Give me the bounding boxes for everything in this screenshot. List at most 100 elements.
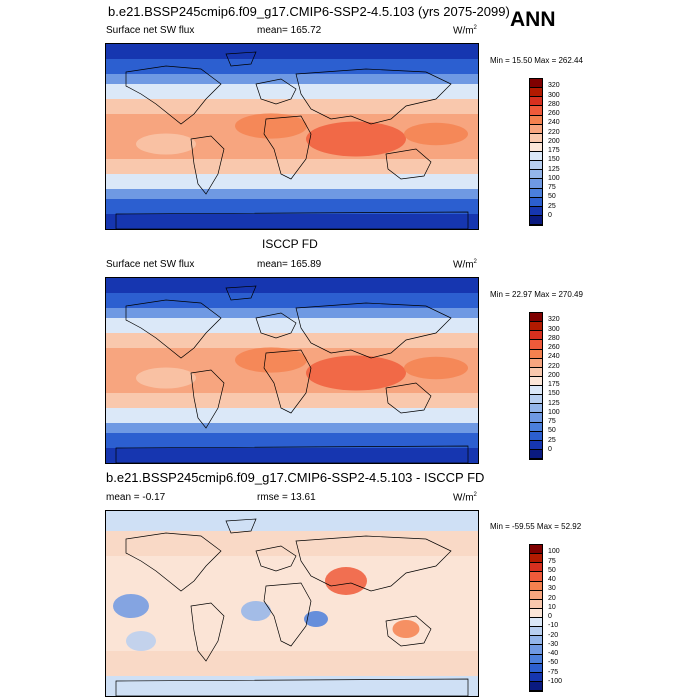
colorbar-box <box>530 313 542 323</box>
colorbar-tick-label: 50 <box>548 193 556 201</box>
colorbar-box <box>530 413 542 423</box>
colorbar-box <box>530 79 542 89</box>
colorbar-box <box>530 672 542 682</box>
panel2-units: W/m2 <box>453 259 477 271</box>
colorbar-box <box>530 590 542 600</box>
colorbar-tick-label: 20 <box>548 594 556 602</box>
colorbar-box <box>530 645 542 655</box>
colorbar-box <box>530 188 542 198</box>
colorbar-tick-label: 0 <box>548 613 552 620</box>
colorbar-box <box>530 115 542 125</box>
colorbar-tick-label: 220 <box>548 128 560 136</box>
colorbar-tick-label: 300 <box>548 325 560 333</box>
colorbar-tick-label: 240 <box>548 353 560 361</box>
colorbar-tick-label: 50 <box>548 566 556 574</box>
colorbar-tick-label: 260 <box>548 110 560 117</box>
colorbar-box <box>530 322 542 332</box>
colorbar-tick-label: -40 <box>548 650 559 657</box>
panel2-minmax: Min = 22.97 Max = 270.49 <box>490 290 583 299</box>
colorbar-box <box>530 88 542 98</box>
colorbar-tick-label: 25 <box>548 202 556 210</box>
colorbar-box <box>530 581 542 591</box>
colorbar-box <box>530 215 542 225</box>
panel3-units: W/m2 <box>453 492 477 504</box>
panel1-colorbar <box>529 78 543 226</box>
panel1-left-label: Surface net SW flux <box>106 25 195 36</box>
colorbar-tick-label: 320 <box>548 82 560 90</box>
colorbar-tick-label: 320 <box>548 316 560 324</box>
panel3-mean: mean = -0.17 <box>106 492 166 503</box>
panel1-minmax: Min = 15.50 Max = 262.44 <box>490 56 583 65</box>
colorbar-box <box>530 179 542 189</box>
colorbar-box <box>530 422 542 432</box>
colorbar-tick-label: 280 <box>548 100 560 108</box>
colorbar-tick-label: 0 <box>548 211 552 219</box>
colorbar-tick-label: 240 <box>548 119 560 127</box>
colorbar-tick-label: -10 <box>548 622 559 630</box>
panel1-mean: mean= 165.72 <box>257 25 322 36</box>
colorbar-tick-label: 75 <box>548 184 556 191</box>
colorbar-box <box>530 449 542 459</box>
colorbar-box <box>530 554 542 564</box>
colorbar-box <box>530 681 542 691</box>
colorbar-tick-label: 200 <box>548 137 560 145</box>
colorbar-tick-label: 0 <box>548 445 552 453</box>
colorbar-tick-label: 150 <box>548 156 560 164</box>
season-label: ANN <box>510 8 556 31</box>
colorbar-box <box>530 618 542 628</box>
colorbar-box <box>530 654 542 664</box>
colorbar-tick-label: 100 <box>548 548 560 556</box>
colorbar-box <box>530 349 542 359</box>
colorbar-tick-label: 175 <box>548 381 560 388</box>
colorbar-tick-label: 30 <box>548 585 556 593</box>
colorbar-box <box>530 563 542 573</box>
colorbar-box <box>530 572 542 582</box>
colorbar-tick-label: 125 <box>548 165 560 173</box>
panel2-mean: mean= 165.89 <box>257 259 322 270</box>
panel3-title: b.e21.BSSP245cmip6.f09_g17.CMIP6-SSP2-4.… <box>106 470 485 485</box>
colorbar-tick-label: 100 <box>548 408 560 416</box>
panel2-left-label: Surface net SW flux <box>106 259 195 270</box>
colorbar-box <box>530 331 542 341</box>
colorbar-tick-label: 75 <box>548 418 556 425</box>
colorbar-tick-label: 100 <box>548 174 560 182</box>
colorbar-tick-label: 175 <box>548 147 560 154</box>
colorbar-tick-label: -100 <box>548 677 563 685</box>
colorbar-box <box>530 663 542 673</box>
colorbar-tick-label: -20 <box>548 631 559 639</box>
panel1-map <box>105 43 479 230</box>
colorbar-tick-label: 50 <box>548 427 556 435</box>
colorbar-box <box>530 545 542 555</box>
colorbar-box <box>530 170 542 180</box>
colorbar-box <box>530 358 542 368</box>
colorbar-tick-label: 10 <box>548 603 556 611</box>
colorbar-box <box>530 376 542 386</box>
colorbar-tick-label: 125 <box>548 399 560 407</box>
panel3-minmax: Min = -59.55 Max = 52.92 <box>490 522 582 531</box>
colorbar-box <box>530 340 542 350</box>
panel2-colorbar <box>529 312 543 460</box>
colorbar-box <box>530 440 542 450</box>
colorbar-box <box>530 627 542 637</box>
panel2-title: ISCCP FD <box>262 237 318 251</box>
colorbar-box <box>530 599 542 609</box>
colorbar-box <box>530 133 542 143</box>
panel1-units: W/m2 <box>453 25 477 37</box>
colorbar-tick-label: 75 <box>548 557 556 565</box>
colorbar-box <box>530 386 542 396</box>
colorbar-tick-label: 280 <box>548 334 560 342</box>
colorbar-tick-label: 200 <box>548 371 560 379</box>
colorbar-box <box>530 152 542 162</box>
colorbar-box <box>530 142 542 152</box>
colorbar-box <box>530 608 542 618</box>
colorbar-tick-label: -30 <box>548 640 559 648</box>
colorbar-box <box>530 367 542 377</box>
colorbar-tick-label: 220 <box>548 362 560 370</box>
colorbar-box <box>530 124 542 134</box>
colorbar-box <box>530 636 542 646</box>
panel1-title: b.e21.BSSP245cmip6.f09_g17.CMIP6-SSP2-4.… <box>108 4 510 19</box>
panel2-map <box>105 277 479 464</box>
colorbar-tick-label: 150 <box>548 390 560 398</box>
colorbar-box <box>530 161 542 171</box>
colorbar-tick-label: 40 <box>548 576 556 583</box>
